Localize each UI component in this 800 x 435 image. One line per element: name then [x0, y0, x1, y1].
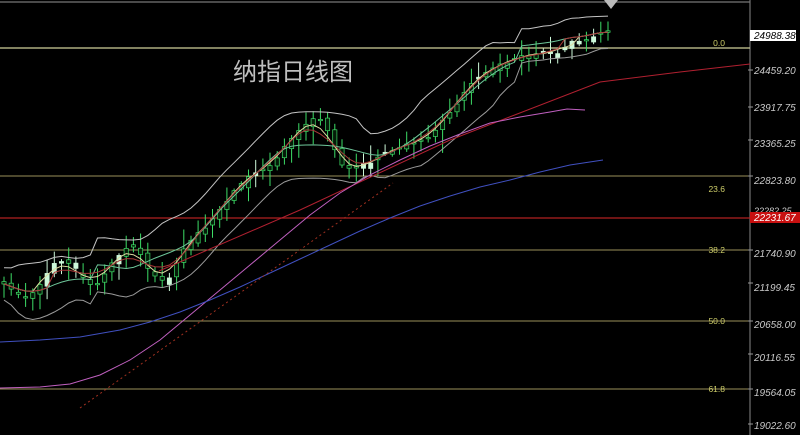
svg-text:0.0: 0.0	[713, 38, 725, 48]
svg-text:24459.20: 24459.20	[753, 66, 796, 77]
svg-text:61.8: 61.8	[708, 384, 725, 394]
svg-text:20116.55: 20116.55	[753, 353, 795, 364]
svg-text:22231.67: 22231.67	[753, 213, 796, 224]
svg-text:24988.38: 24988.38	[753, 31, 796, 42]
svg-text:23.6: 23.6	[708, 184, 725, 194]
svg-text:22823.80: 22823.80	[753, 176, 796, 187]
svg-text:23917.75: 23917.75	[753, 103, 796, 114]
svg-text:21199.45: 21199.45	[753, 283, 795, 294]
svg-text:19022.60: 19022.60	[754, 421, 796, 432]
svg-text:38.2: 38.2	[708, 245, 725, 255]
svg-text:50.0: 50.0	[708, 316, 725, 326]
svg-text:20658.00: 20658.00	[753, 320, 796, 331]
svg-text:19564.05: 19564.05	[754, 388, 796, 399]
svg-text:21740.90: 21740.90	[753, 249, 796, 260]
svg-text:23365.25: 23365.25	[753, 139, 796, 150]
